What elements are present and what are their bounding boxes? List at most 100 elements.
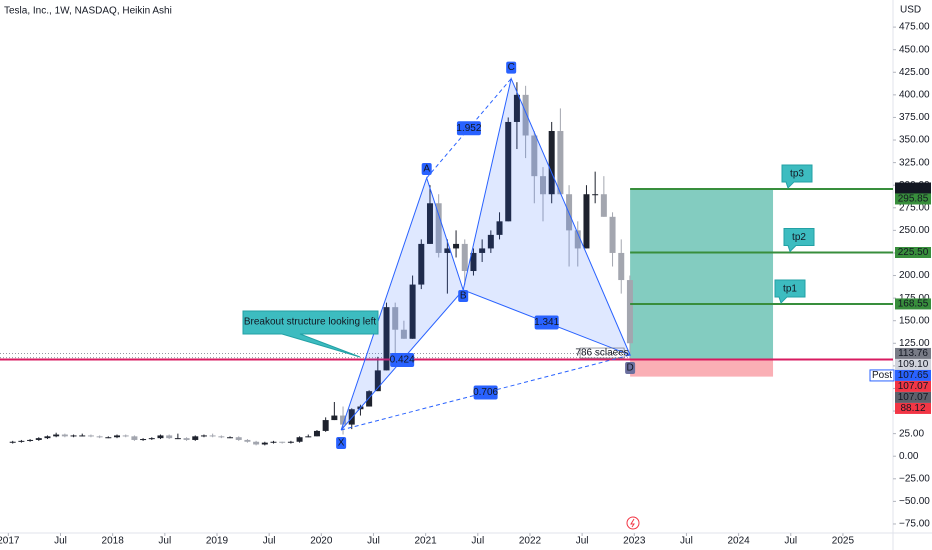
y-tick-label: −50.00: [899, 496, 930, 507]
candle-body: [583, 194, 590, 249]
candle-body: [114, 435, 121, 438]
callout: [781, 164, 813, 189]
x-tick-label: Jul: [367, 536, 380, 547]
ratio-box: [473, 385, 498, 400]
candle-body: [626, 280, 633, 344]
candle-body: [383, 307, 390, 371]
point-label: C: [508, 62, 515, 73]
x-tick-label: Jul: [680, 536, 693, 547]
candle-body: [27, 439, 34, 441]
candle-body: [18, 440, 25, 442]
price-tag-label: 296.92: [898, 183, 929, 194]
y-tick-label: 250.00: [899, 225, 930, 236]
y-tick-label: 375.00: [899, 112, 930, 123]
ratio-label: 1.952: [456, 123, 481, 134]
candle-body: [600, 194, 607, 217]
x-tick-label: 2020: [310, 536, 333, 547]
candle-body: [235, 437, 242, 440]
candle-body: [470, 252, 477, 272]
candle-body: [227, 437, 234, 439]
y-tick-label: 475.00: [899, 22, 930, 33]
y-tick-label: 450.00: [899, 44, 930, 55]
candle-body: [444, 248, 451, 253]
price-tag: [895, 298, 931, 310]
y-tick-label: 350.00: [899, 135, 930, 146]
price-tag-label: 107.07: [898, 381, 929, 392]
event-bolt: [630, 518, 635, 528]
note: 786 sclaees: [575, 348, 628, 359]
y-tick-label: 125.00: [899, 338, 930, 349]
x-tick-label: 2025: [832, 536, 855, 547]
candle-body: [61, 434, 68, 437]
x-tick-label: Jul: [471, 536, 484, 547]
ratio-label: 0.424: [390, 355, 415, 366]
candle-body: [183, 438, 190, 440]
note-box: [579, 347, 625, 359]
candle-body: [426, 203, 433, 244]
annotation-box: [242, 310, 379, 358]
callout-label: tp2: [792, 232, 806, 243]
candle-body: [174, 438, 181, 440]
x-tick-label: 2019: [206, 536, 229, 547]
point-box: [506, 61, 517, 74]
candle-body: [409, 284, 416, 339]
y-tick-label: 150.00: [899, 315, 930, 326]
price-tag-label: 107.65: [898, 370, 929, 381]
price-tag: [895, 402, 931, 414]
plot: tp3 tp2 tp1 1.952 1.341 0.706 0.424 X A B C D 786 sc…: [0, 26, 896, 536]
chart-title: Tesla, Inc., 1W, NASDAQ, Heikin Ashi: [4, 6, 172, 17]
candle-body: [157, 435, 164, 439]
candle-body: [592, 194, 599, 196]
y-tick-label: −25.00: [899, 473, 930, 484]
candle-body: [200, 435, 207, 437]
target-zone: [630, 188, 774, 360]
candle-body: [44, 436, 51, 439]
ratio-box: [456, 121, 481, 136]
candle-body: [209, 435, 216, 437]
candle-body: [331, 415, 338, 421]
y-tick-label: 400.00: [899, 89, 930, 100]
price-tag-label: 107.07: [898, 392, 929, 403]
ratio-label: 0.706: [473, 387, 498, 398]
price-tag: [895, 358, 931, 370]
candle-body: [496, 221, 503, 235]
candle-body: [79, 435, 86, 437]
event-icon[interactable]: [626, 516, 640, 530]
candle-body: [287, 441, 294, 443]
x-tick-label: 2021: [415, 536, 438, 547]
candle-body: [35, 438, 42, 440]
price-tag-label: 225.50: [898, 247, 929, 258]
candle-body: [279, 441, 286, 443]
candle-body: [9, 441, 16, 443]
x-tick-label: 2018: [102, 536, 125, 547]
price-tag: [895, 380, 931, 392]
candle-body: [609, 216, 616, 253]
x-tick-label: Jul: [158, 536, 171, 547]
point-label: A: [423, 164, 430, 175]
x-tick-label: 2017: [0, 536, 20, 547]
callout-label: tp1: [783, 284, 797, 295]
x-tick-label: 2024: [727, 536, 750, 547]
price-tag: [895, 391, 931, 403]
point-label: B: [460, 291, 467, 302]
point-box: [336, 437, 347, 450]
candle-body: [244, 439, 251, 442]
y-tick-label: 200.00: [899, 270, 930, 281]
candle-body: [435, 203, 442, 253]
candle-body: [479, 248, 486, 253]
candle-body: [140, 439, 147, 441]
x-tick-label: 2023: [623, 536, 646, 547]
price-tag: [895, 182, 931, 194]
x-tick-label: Jul: [263, 536, 276, 547]
price-tag: [895, 193, 931, 205]
price-tag-label: 113.76: [898, 348, 928, 359]
candle-body: [400, 329, 407, 339]
callout: [774, 279, 806, 304]
y-tick-label: 175.00: [899, 293, 930, 304]
ratio-box: [390, 353, 415, 368]
x-tick-label: 2022: [519, 536, 542, 547]
candle-body: [70, 435, 77, 437]
price-tag-label: 88.12: [900, 403, 925, 414]
